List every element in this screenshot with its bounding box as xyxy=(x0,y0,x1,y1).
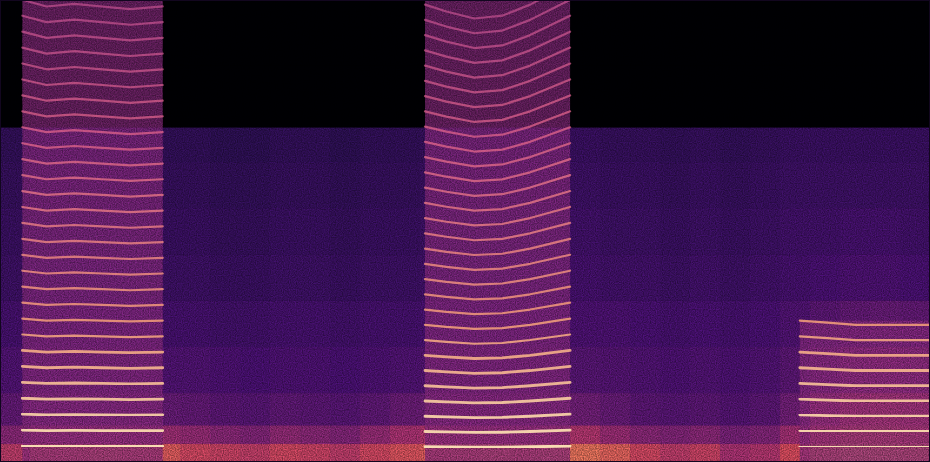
harmonic xyxy=(800,415,930,416)
harmonic xyxy=(800,336,930,340)
harmonic xyxy=(22,398,162,399)
harmonic xyxy=(425,223,570,240)
harmonic xyxy=(22,255,162,259)
harmonic xyxy=(22,271,162,275)
harmonic xyxy=(425,175,570,196)
harmonic xyxy=(22,287,162,291)
harmonic xyxy=(800,429,930,433)
harmonic xyxy=(22,79,162,87)
harmonic xyxy=(22,95,162,102)
harmonic xyxy=(22,111,162,118)
harmonic xyxy=(425,430,570,432)
harmonic xyxy=(425,382,570,388)
background xyxy=(0,0,930,462)
harmonic xyxy=(425,414,570,417)
harmonic xyxy=(22,303,162,306)
harmonic xyxy=(22,334,162,337)
harmonic xyxy=(22,48,162,56)
harmonic xyxy=(800,321,930,325)
harmonic xyxy=(425,111,570,136)
harmonic xyxy=(425,271,570,285)
harmonic xyxy=(22,16,162,25)
harmonic xyxy=(22,239,162,244)
harmonic xyxy=(425,48,570,78)
harmonic xyxy=(22,64,162,72)
harmonic xyxy=(22,429,162,432)
harmonic xyxy=(425,319,570,329)
harmonic xyxy=(22,159,162,165)
harmonic xyxy=(22,127,162,134)
harmonic xyxy=(800,445,930,448)
harmonic xyxy=(425,79,570,107)
spectrogram xyxy=(0,0,930,462)
harmonic xyxy=(425,334,570,343)
harmonic xyxy=(425,287,570,300)
harmonic xyxy=(22,207,162,212)
harmonics xyxy=(22,0,930,447)
harmonic xyxy=(22,366,162,368)
harmonic xyxy=(800,368,930,371)
harmonic xyxy=(425,446,570,447)
harmonic xyxy=(22,143,162,149)
harmonic xyxy=(425,366,570,373)
cells xyxy=(0,0,930,462)
harmonic xyxy=(22,319,162,322)
plot-frame xyxy=(1,1,930,462)
chart-root xyxy=(0,0,930,462)
harmonic xyxy=(425,255,570,270)
harmonic xyxy=(22,382,162,384)
harmonic xyxy=(22,223,162,228)
harmonic xyxy=(425,64,570,93)
harmonic xyxy=(22,191,162,196)
harmonic xyxy=(22,413,162,417)
harmonic xyxy=(800,399,930,401)
harmonic xyxy=(425,0,570,18)
harmonic xyxy=(800,383,930,385)
harmonic xyxy=(425,303,570,315)
harmonic xyxy=(425,95,570,122)
harmonic xyxy=(425,350,570,358)
harmonic xyxy=(425,32,570,63)
harmonic xyxy=(425,398,570,403)
plot-area xyxy=(0,0,930,462)
harmonic xyxy=(22,175,162,181)
harmonic xyxy=(22,0,162,9)
harmonic xyxy=(22,32,162,41)
noise-texture xyxy=(0,0,930,462)
harmonic xyxy=(425,239,570,255)
harmonic xyxy=(22,445,162,448)
harmonic xyxy=(800,352,930,355)
harmonic xyxy=(22,350,162,352)
